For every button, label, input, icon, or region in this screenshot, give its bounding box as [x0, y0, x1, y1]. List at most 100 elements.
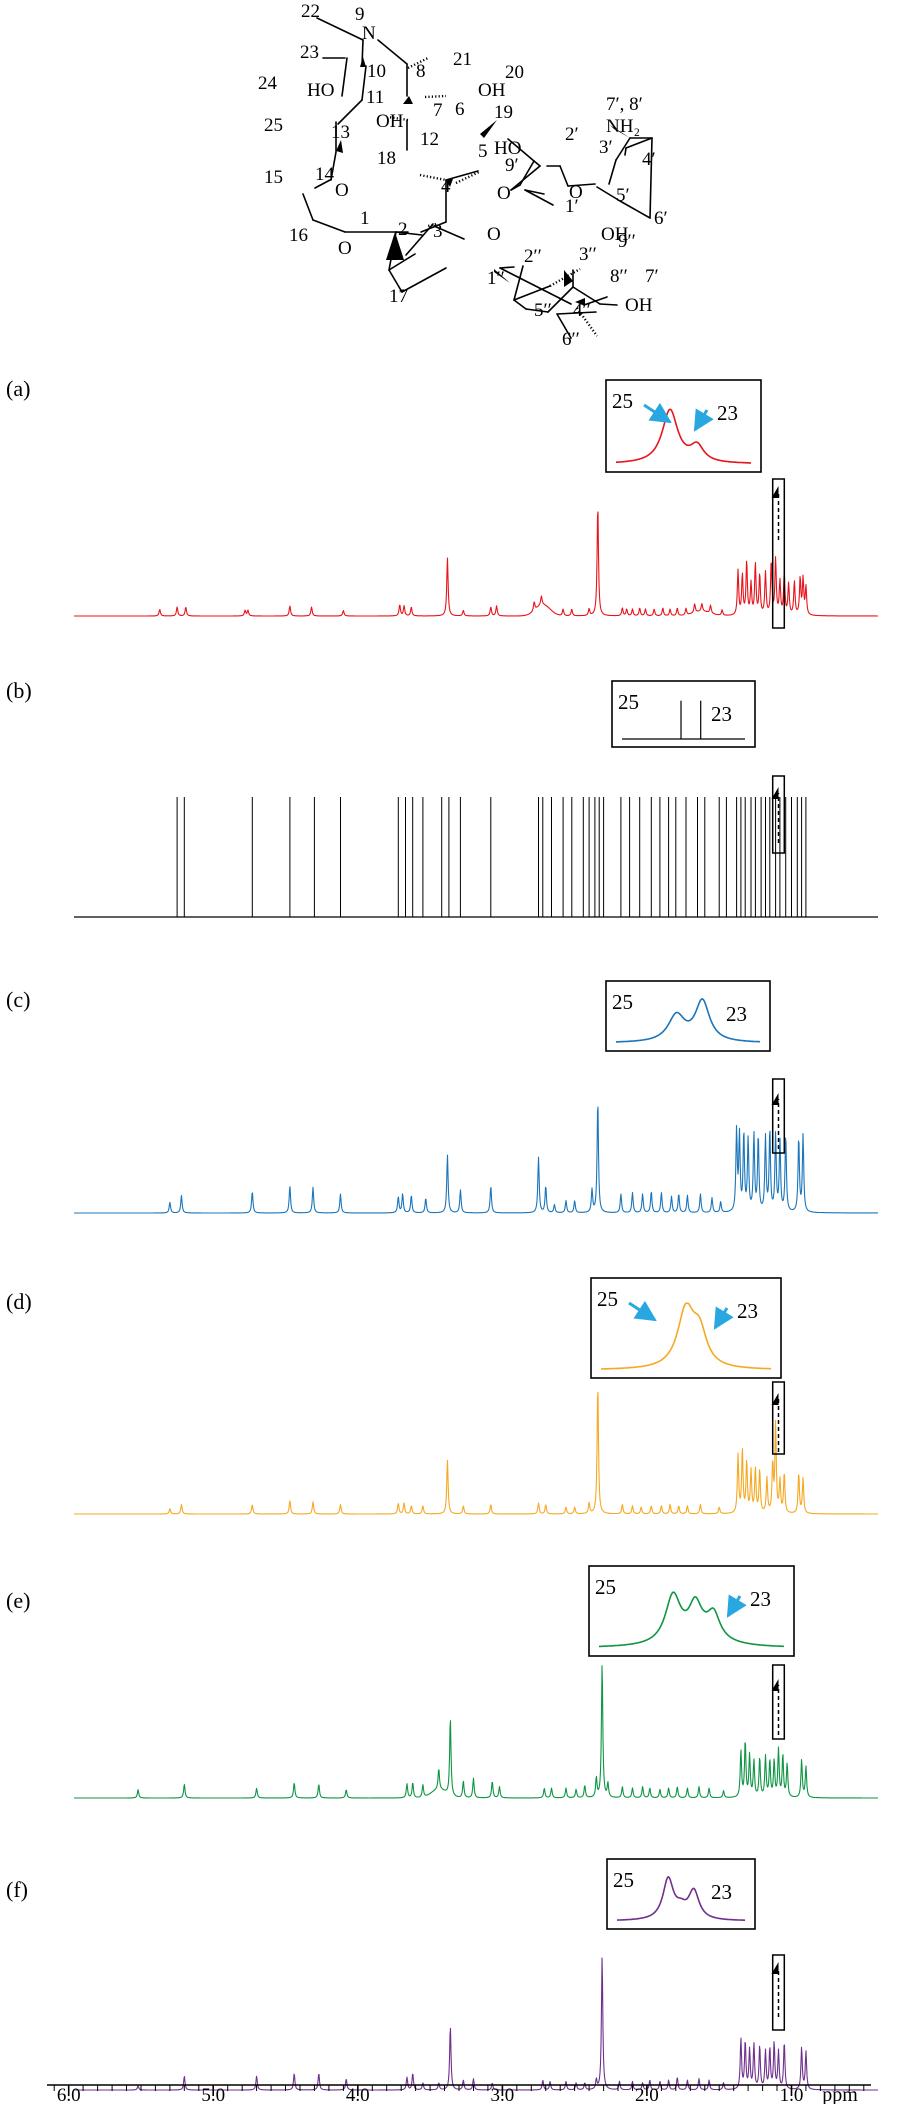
wedge-bond — [610, 125, 630, 138]
atom-label: OH — [376, 111, 404, 132]
zoom-inset: 25 23 — [590, 1277, 782, 1379]
bond-line — [395, 231, 423, 236]
inset-arrow-23 — [693, 408, 714, 432]
atom-label: 6 — [455, 99, 465, 120]
bond-line — [420, 221, 447, 233]
atom-label: 9′′ — [618, 231, 636, 252]
inset-trace — [617, 1876, 745, 1921]
atom-label: 15 — [264, 167, 283, 188]
panel-label: (e) — [6, 1588, 30, 1613]
spectrum-trace — [73, 511, 879, 617]
bond-line — [361, 65, 367, 101]
bond-line — [377, 39, 408, 65]
inset-trace — [601, 1302, 771, 1370]
bond-line — [556, 311, 597, 315]
inset-label-25: 25 — [618, 690, 639, 714]
inset-label-25: 25 — [612, 990, 633, 1014]
atom-label: N — [362, 23, 376, 44]
inset-arrow-25 — [643, 402, 672, 424]
bond-line — [302, 193, 314, 221]
bond-line — [567, 183, 596, 187]
bond-line — [316, 17, 364, 41]
atom-label: 7 — [433, 100, 443, 121]
atom-label: 8 — [416, 61, 426, 82]
inset-frame — [588, 1565, 795, 1657]
spectra-panels: (a) 25 23 (b) 25 23 (c) 25 23 (d) 25 23 (e) 25 23 (f) 25… — [6, 376, 879, 2091]
atom-label: 5′ — [616, 185, 630, 206]
ppm-axis: 6.0 5.0 4.0 3.0 2.0 1.0 ppm — [47, 2084, 871, 2104]
atom-label: 6′ — [654, 208, 668, 229]
tick-label: 6.0 — [57, 2085, 81, 2104]
spectrum-trace — [73, 1391, 879, 1515]
inset-label-25: 25 — [613, 1868, 634, 1892]
hash-bond — [455, 170, 480, 185]
spectrum-trace — [73, 1106, 879, 1214]
atom-label: OH — [625, 295, 653, 316]
spectrum-trace — [73, 1665, 879, 1799]
panel-label: (a) — [6, 376, 30, 401]
atom-label: 4′ — [642, 149, 656, 170]
spectrum-panel: (a) 25 23 — [6, 376, 879, 629]
zoom-arrow-head — [771, 1962, 779, 1974]
panel-label: (b) — [6, 678, 32, 703]
atom-label: 7′ — [645, 266, 659, 287]
wedge-bond — [360, 57, 366, 67]
bond-line — [524, 189, 554, 206]
highlight-box — [771, 775, 786, 854]
spectrum-panel: (c) 25 23 — [6, 980, 879, 1214]
bond-line — [499, 266, 515, 269]
bond-line — [533, 160, 541, 167]
bond-line — [615, 137, 631, 161]
bond-line — [337, 99, 363, 125]
bond-line — [312, 219, 346, 233]
highlight-box — [771, 1381, 786, 1455]
inset-label-23: 23 — [726, 1002, 747, 1026]
bond-line — [559, 165, 569, 187]
zoom-arrow-head — [771, 787, 779, 799]
wedge-bond — [403, 96, 413, 104]
hash-bond — [576, 307, 598, 337]
wedge-bond — [480, 120, 497, 138]
inset-label-25: 25 — [597, 1287, 618, 1311]
atom-label: 2′′ — [524, 246, 542, 267]
bond-line — [625, 137, 653, 149]
inset-label-25: 25 — [612, 389, 633, 413]
atom-label: 22 — [301, 1, 320, 22]
atom-label: O — [569, 182, 583, 203]
bond-line — [433, 225, 465, 240]
wedge-bond — [575, 298, 585, 306]
inset-label-25: 25 — [595, 1575, 616, 1599]
bond-line — [649, 137, 653, 219]
panel-label: (d) — [6, 1289, 32, 1314]
wedge-bond — [446, 179, 453, 187]
atom-label: 3 — [433, 221, 443, 242]
highlight-box — [771, 1664, 786, 1740]
bond-line — [510, 184, 521, 191]
atom-label: 25 — [264, 115, 283, 136]
inset-label-23: 23 — [717, 401, 738, 425]
atom-label: 4 — [441, 176, 451, 197]
inset-arrow-23 — [726, 1594, 747, 1618]
tick-label: 5.0 — [201, 2085, 225, 2104]
atom-label: NH₂ — [606, 116, 640, 137]
atom-label: 17 — [389, 286, 408, 307]
zoom-inset: 25 23 — [611, 680, 756, 748]
tick-label: 3.0 — [491, 2085, 515, 2104]
bond-line — [330, 151, 337, 181]
zoom-arrow-head — [771, 1093, 779, 1105]
atom-label: 2 — [398, 219, 408, 240]
atom-label: 8′′ — [610, 266, 628, 287]
bond-line — [341, 57, 348, 97]
highlight-box — [771, 1954, 786, 2031]
bond-line — [596, 186, 621, 202]
spectrum-panel: (d) 25 23 — [6, 1277, 879, 1515]
wedge-bond — [386, 232, 404, 260]
spectrum-panel: (f) 25 23 — [6, 1858, 879, 2091]
bond-line — [519, 160, 535, 186]
atom-label: 7′, 8′ — [606, 94, 643, 115]
zoom-inset: 25 23 — [605, 379, 762, 473]
inset-label-23: 23 — [750, 1587, 771, 1611]
inset-frame — [605, 980, 771, 1052]
atom-label: 13 — [331, 122, 350, 143]
